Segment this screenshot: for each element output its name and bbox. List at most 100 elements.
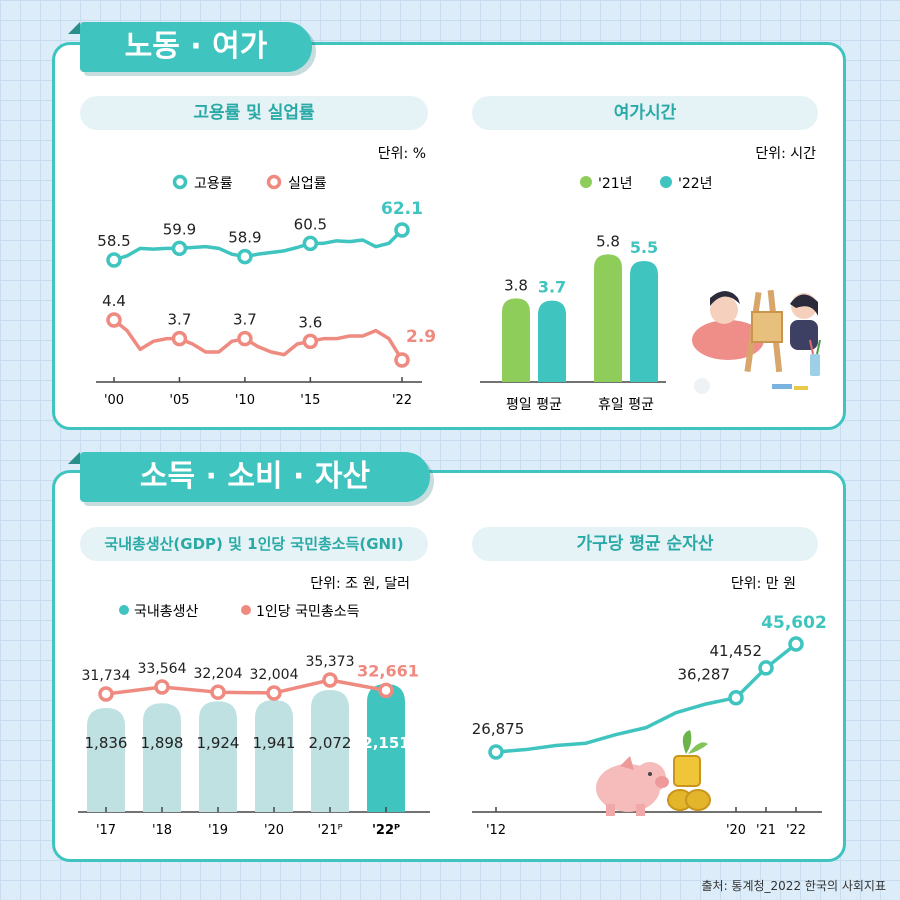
employment-value-label: 58.5 — [97, 232, 130, 250]
gni-value-label: 35,373 — [306, 654, 355, 670]
assets-point — [758, 660, 774, 676]
gdp-category-label: '19 — [208, 823, 228, 838]
assets-value-label: 36,287 — [678, 666, 731, 684]
employment-value-label: 62.1 — [381, 199, 423, 219]
legend-marker-2022 — [660, 176, 672, 188]
assets-chart: 단위: 만 원 26,875 '12 36,287 '20 41,452 '21 45,602… — [472, 576, 827, 838]
legend-marker-unemployment — [266, 174, 282, 190]
section-title-income: 소득 · 소비 · 자산 — [68, 452, 430, 502]
piggy-bank-illustration — [596, 730, 711, 816]
painting-illustration — [692, 289, 821, 394]
leisure-bar — [594, 254, 622, 382]
gni-value-label: 32,661 — [357, 661, 419, 680]
gdp-bar — [87, 708, 125, 812]
leisure-value-label: 3.7 — [538, 278, 566, 297]
leisure-bar — [538, 300, 566, 382]
leisure-value-label: 5.5 — [630, 238, 658, 257]
gdp-value-label: 1,836 — [85, 734, 128, 752]
leisure-value-label: 3.8 — [504, 276, 528, 294]
gdp-category-label: '18 — [152, 823, 172, 838]
leisure-bar — [630, 261, 658, 382]
assets-chart-title: 가구당 평균 순자산 — [472, 527, 818, 561]
gni-point — [98, 686, 114, 702]
gdp-category-label: '21ᴾ — [317, 823, 342, 838]
section-title-labor: 노동 · 여가 — [68, 22, 312, 72]
employment-tick-label: '10 — [235, 393, 255, 408]
gdp-bar — [143, 703, 181, 812]
unemployment-point — [394, 352, 410, 368]
assets-point — [788, 636, 804, 652]
legend-marker-employment — [172, 174, 188, 190]
legend-marker-gdp — [119, 605, 129, 615]
unemployment-point — [106, 312, 122, 328]
gdp-value-label: 1,898 — [141, 734, 184, 752]
gdp-bar — [367, 684, 405, 812]
gni-value-label: 33,564 — [138, 661, 187, 677]
unemployment-point — [302, 333, 319, 350]
gdp-category-label: '22ᴾ — [372, 823, 400, 838]
employment-tick-label: '00 — [104, 393, 124, 408]
unemployment-point — [171, 330, 188, 347]
leisure-category-label: 휴일 평균 — [598, 397, 654, 412]
employment-unit: 단위: % — [378, 146, 426, 162]
employment-chart: 단위: % 고용률 실업률 '00 '05 '10 '15 '22 58.5 59.9 58.9 60… — [96, 146, 436, 408]
employment-chart-title: 고용률 및 실업률 — [80, 96, 428, 130]
employment-value-label: 58.9 — [228, 229, 261, 247]
unemployment-value-label: 4.4 — [102, 292, 126, 310]
gdp-unit: 단위: 조 원, 달러 — [310, 576, 410, 592]
gdp-value-label: 1,941 — [253, 734, 296, 752]
leisure-unit: 단위: 시간 — [755, 146, 816, 162]
leisure-value-label: 5.8 — [596, 232, 620, 250]
gdp-category-label: '20 — [264, 823, 284, 838]
assets-line — [495, 642, 798, 754]
gdp-value-label: 1,924 — [197, 734, 240, 752]
legend-marker-2021 — [580, 176, 592, 188]
unemployment-value-label: 3.7 — [233, 311, 257, 329]
unemployment-value-label: 3.7 — [168, 311, 192, 329]
assets-tick-label: '21 — [756, 823, 776, 838]
employment-line — [113, 228, 404, 262]
gni-value-label: 31,734 — [82, 668, 131, 684]
gni-point — [210, 684, 226, 700]
legend-label-gdp: 국내총생산 — [134, 604, 199, 620]
employment-tick-label: '22 — [392, 393, 412, 408]
unemployment-line — [112, 318, 404, 361]
gdp-bar — [311, 690, 349, 812]
legend-marker-gni — [241, 605, 251, 615]
gdp-chart-title: 국내총생산(GDP) 및 1인당 국민총소득(GNI) — [80, 527, 428, 561]
employment-tick-label: '15 — [300, 393, 320, 408]
unemployment-value-label: 3.6 — [298, 313, 322, 331]
source-note: 출처: 통계청_2022 한국의 사회지표 — [701, 879, 886, 893]
legend-label-employment: 고용률 — [194, 176, 233, 192]
assets-value-label: 41,452 — [710, 642, 763, 660]
leisure-chart: 단위: 시간 '21년 '22년 3.8 3.7 평일 평균 5.8 5.5 휴일 평균 — [480, 146, 816, 412]
assets-value-label: 45,602 — [761, 613, 827, 633]
employment-point — [394, 222, 410, 238]
leisure-category-label: 평일 평균 — [506, 397, 562, 412]
gdp-value-label: 2,151 — [362, 734, 409, 752]
assets-value-label: 26,875 — [472, 720, 525, 738]
gdp-category-label: '17 — [96, 823, 116, 838]
employment-point — [106, 252, 122, 268]
gdp-value-label: 2,072 — [309, 734, 352, 752]
gni-point — [154, 679, 170, 695]
employment-value-label: 60.5 — [294, 215, 327, 233]
legend-label-unemployment: 실업률 — [288, 176, 327, 192]
assets-tick-label: '22 — [786, 823, 806, 838]
employment-point — [237, 248, 253, 265]
leisure-bar — [502, 298, 530, 382]
gni-point — [378, 682, 394, 699]
employment-point — [302, 235, 319, 252]
assets-tick-label: '12 — [486, 823, 506, 838]
assets-point — [728, 689, 744, 706]
assets-point — [488, 744, 504, 760]
unemployment-point — [237, 330, 253, 347]
gni-point — [266, 685, 282, 701]
gni-value-label: 32,004 — [250, 667, 299, 683]
legend-label-gni: 1인당 국민총소득 — [256, 604, 360, 620]
assets-tick-label: '20 — [726, 823, 746, 838]
gni-point — [322, 672, 338, 688]
leisure-chart-title: 여가시간 — [472, 96, 818, 130]
gdp-bar — [255, 700, 293, 812]
